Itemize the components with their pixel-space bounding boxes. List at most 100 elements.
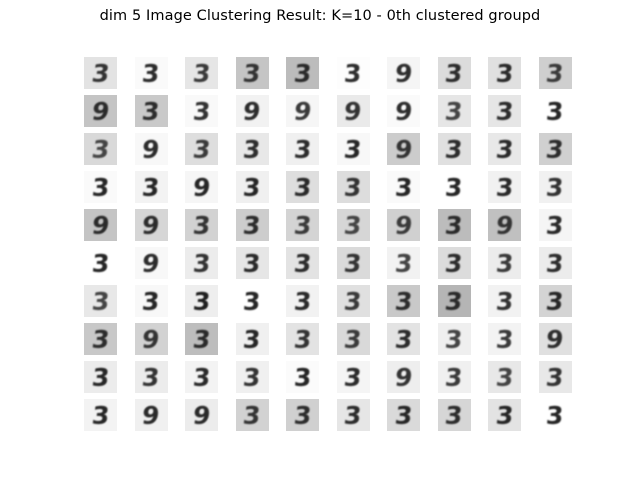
cluster-image-tile: 3 [336,323,370,355]
digit-glyph: 9 [140,134,162,164]
digit-glyph: 3 [342,324,364,354]
cluster-image-tile: 3 [134,95,168,127]
digit-glyph: 9 [393,134,414,164]
cluster-image-tile: 3 [336,133,370,165]
cluster-image-tile: 3 [437,57,471,89]
digit-glyph: 3 [242,362,262,392]
cluster-image-tile: 3 [286,323,319,355]
digit-glyph: 3 [393,172,414,202]
cluster-image-tile: 3 [538,209,572,241]
cluster-image-tile: 3 [437,171,471,203]
digit-glyph: 3 [191,362,212,392]
digit-glyph: 3 [90,248,111,278]
digit-glyph: 3 [191,324,212,354]
cluster-image-tile: 3 [185,247,218,279]
digit-glyph: 3 [90,362,111,392]
digit-glyph: 3 [494,248,515,278]
cluster-image-tile: 3 [538,285,572,317]
digit-glyph: 3 [443,400,465,430]
digit-glyph: 3 [140,96,162,126]
digit-glyph: 3 [89,58,112,88]
digit-glyph: 3 [292,286,313,316]
cluster-image-tile: 3 [488,285,521,317]
digit-glyph: 3 [443,134,465,164]
digit-glyph: 9 [140,400,162,430]
digit-glyph: 3 [545,210,565,240]
digit-glyph: 3 [494,96,515,126]
cluster-image-tile: 3 [538,399,572,431]
cluster-image-tile: 9 [235,95,269,127]
digit-glyph: 3 [241,400,263,430]
cluster-image-tile: 3 [336,209,370,241]
digit-glyph: 3 [343,58,363,88]
cluster-image-tile: 9 [185,171,218,203]
digit-glyph: 3 [141,58,161,88]
digit-glyph: 3 [444,324,464,354]
digit-glyph: 3 [393,248,414,278]
digit-glyph: 3 [494,286,515,316]
figure-title: dim 5 Image Clustering Result: K=10 - 0t… [99,8,541,24]
cluster-image-tile: 9 [387,133,420,165]
cluster-image-tile: 3 [235,209,269,241]
digit-glyph: 3 [443,210,465,240]
digit-glyph: 3 [443,96,465,126]
cluster-image-tile: 3 [235,171,269,203]
cluster-image-tile: 3 [286,399,319,431]
digit-glyph: 9 [140,324,162,354]
cluster-image-tile: 3 [286,247,319,279]
cluster-image-tile: 3 [336,361,370,393]
cluster-image-tile: 3 [488,399,521,431]
digit-glyph: 3 [191,248,212,278]
digit-glyph: 3 [494,172,515,202]
cluster-image-tile: 3 [437,133,471,165]
cluster-image-tile: 9 [387,209,420,241]
cluster-image-tile: 3 [235,399,269,431]
digit-glyph: 3 [89,134,112,164]
cluster-image-tile: 3 [84,171,117,203]
digit-glyph: 3 [545,96,565,126]
cluster-image-tile: 3 [286,133,319,165]
digit-glyph: 3 [443,58,465,88]
digit-glyph: 3 [141,172,161,202]
digit-glyph: 3 [242,248,262,278]
cluster-image-tile: 9 [336,95,370,127]
cluster-image-tile: 9 [387,95,420,127]
digit-glyph: 9 [494,210,515,240]
cluster-image-tile: 9 [134,247,168,279]
digit-glyph: 3 [292,210,313,240]
cluster-image-tile: 9 [134,323,168,355]
digit-glyph: 3 [544,134,566,164]
digit-glyph: 3 [241,210,263,240]
digit-glyph: 3 [90,400,111,430]
cluster-image-tile: 3 [185,95,218,127]
cluster-image-tile: 9 [84,209,117,241]
digit-glyph: 3 [544,362,566,392]
digit-glyph: 3 [292,400,313,430]
cluster-image-tile: 3 [185,361,218,393]
cluster-image-tile: 3 [538,57,572,89]
digit-glyph: 9 [191,400,212,430]
digit-glyph: 3 [191,210,212,240]
digit-glyph: 3 [494,400,515,430]
cluster-image-tile: 3 [134,57,168,89]
cluster-image-tile: 3 [538,133,572,165]
cluster-image-tile: 3 [185,285,218,317]
digit-glyph: 9 [191,172,212,202]
digit-glyph: 3 [191,134,212,164]
digit-glyph: 3 [292,172,313,202]
cluster-image-tile: 3 [437,323,471,355]
digit-glyph: 9 [241,96,263,126]
digit-glyph: 9 [89,210,112,240]
cluster-image-tile: 3 [336,247,370,279]
digit-glyph: 3 [140,362,162,392]
digit-glyph: 3 [191,286,212,316]
cluster-image-tile: 3 [437,399,471,431]
cluster-image-tile: 3 [538,361,572,393]
digit-glyph: 3 [242,172,262,202]
digit-glyph: 3 [191,96,212,126]
digit-glyph: 9 [393,58,414,88]
cluster-image-tile: 3 [286,171,319,203]
cluster-image-tile: 3 [185,209,218,241]
cluster-image-tile: 3 [286,361,319,393]
